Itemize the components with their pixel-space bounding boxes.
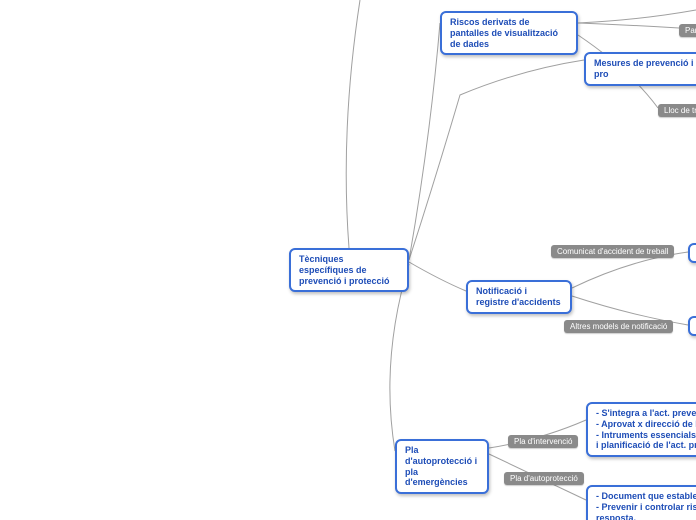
autoproteccio-line-0: - Document que estableix e — [596, 491, 696, 502]
node-root-label: Tècniques específiques de prevenció i pr… — [299, 254, 390, 286]
edge-label-intervencio-text: Pla d'intervenció — [514, 437, 572, 446]
node-intervencio-text[interactable]: - S'integra a l'act. preventi - Aprovat … — [586, 402, 696, 457]
node-root[interactable]: Tècniques específiques de prevenció i pr… — [289, 248, 409, 292]
edge-label-autoprotec: Pla d'autoprotecció — [504, 472, 584, 485]
node-mesures-label: Mesures de prevenció i pro — [594, 58, 694, 79]
node-pla[interactable]: Pla d'autoprotecció i pla d'emergències — [395, 439, 489, 494]
node-notificacio-label: Notificació i registre d'accidents — [476, 286, 561, 307]
node-mesures[interactable]: Mesures de prevenció i pro — [584, 52, 696, 86]
intervencio-line-1: - Aprovat x direcció de l'er — [596, 419, 696, 430]
intervencio-line-2: - Intruments essencials: av — [596, 430, 696, 441]
edge-label-pan-text: Pan — [685, 26, 696, 35]
node-pla-label: Pla d'autoprotecció i pla d'emergències — [405, 445, 477, 487]
node-riscos-label: Riscos derivats de pantalles de visualit… — [450, 17, 558, 49]
node-notificacio[interactable]: Notificació i registre d'accidents — [466, 280, 572, 314]
autoproteccio-line-2: resposta. — [596, 513, 696, 520]
edge-label-lloc: Lloc de tre — [658, 104, 696, 117]
edge-label-altres-text: Altres models de notificació — [570, 322, 667, 331]
edge-label-comunicat: Comunicat d'accident de treball — [551, 245, 674, 258]
edge-label-pan: Pan — [679, 24, 696, 37]
node-blank-2[interactable] — [688, 316, 696, 336]
edge-label-autoprotec-text: Pla d'autoprotecció — [510, 474, 578, 483]
intervencio-line-0: - S'integra a l'act. preventi — [596, 408, 696, 419]
edge-label-comunicat-text: Comunicat d'accident de treball — [557, 247, 668, 256]
node-riscos[interactable]: Riscos derivats de pantalles de visualit… — [440, 11, 578, 55]
intervencio-line-3: i planificació de l'act. prev — [596, 440, 696, 451]
edge-label-altres: Altres models de notificació — [564, 320, 673, 333]
node-blank-1[interactable] — [688, 243, 696, 263]
autoproteccio-line-1: - Prevenir i controlar risco — [596, 502, 696, 513]
edge-label-intervencio: Pla d'intervenció — [508, 435, 578, 448]
edge-label-lloc-text: Lloc de tre — [664, 106, 696, 115]
node-autoproteccio-text[interactable]: - Document que estableix e - Prevenir i … — [586, 485, 696, 520]
